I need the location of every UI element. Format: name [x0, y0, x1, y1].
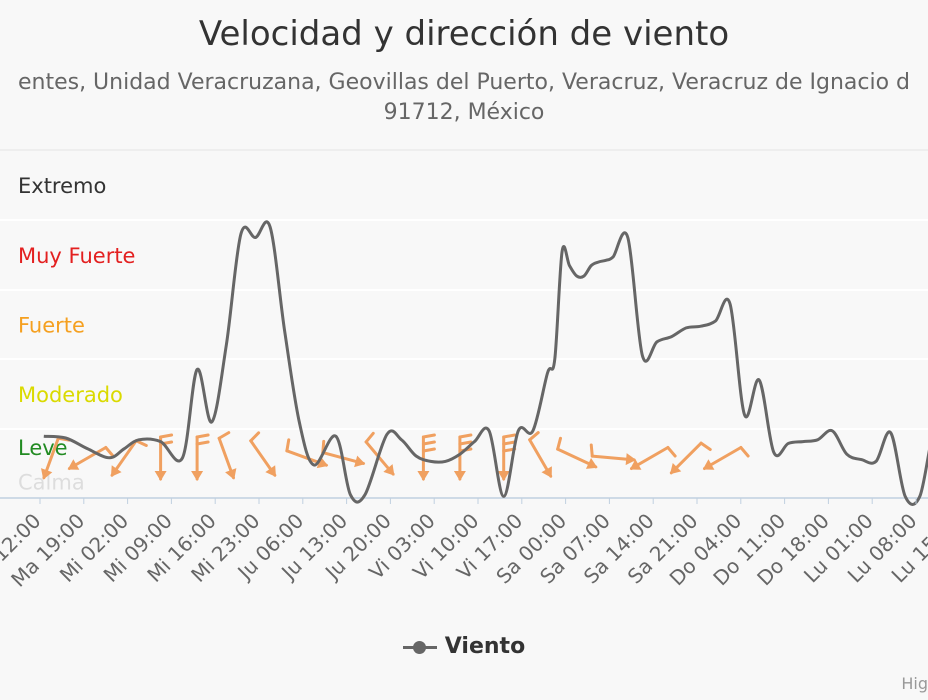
wind-arrow [191, 433, 210, 481]
subtitle-line-2: 91712, México [383, 100, 545, 125]
wind-arrow [110, 439, 148, 477]
chart-title: Velocidad y dirección de viento [198, 14, 730, 54]
legend-item-viento[interactable]: Viento [402, 634, 526, 659]
wind-arrow [364, 431, 395, 476]
band-label: Fuerte [18, 314, 85, 338]
wind-arrow [669, 441, 712, 475]
legend-label: Viento [444, 634, 526, 659]
wind-arrow [67, 446, 115, 470]
band-label: Leve [18, 436, 68, 460]
legend: Viento [0, 634, 928, 659]
band-label: Muy Fuerte [18, 244, 135, 268]
band-label: Calma [18, 471, 85, 495]
wind-arrow [285, 438, 329, 469]
credits-link[interactable]: Hig [901, 674, 928, 693]
wind-arrows [41, 431, 750, 481]
wind-bands: Calma Leve Moderado Fuerte Muy Fuerte Extremo [0, 149, 928, 499]
subtitle-line-1: entes, Unidad Veracruzana, Geovillas del… [17, 70, 911, 95]
legend-line-marker-icon [402, 640, 437, 654]
series-line-viento[interactable] [43, 220, 928, 506]
wind-arrow [702, 446, 750, 470]
wind-arrow [589, 443, 637, 466]
wind-arrow [629, 446, 677, 470]
chart-subtitle: entes, Unidad Veracruzana, Geovillas del… [0, 68, 928, 128]
band-label: Extremo [18, 174, 106, 198]
band-label: Moderado [18, 383, 123, 407]
wind-arrow [497, 433, 517, 481]
wind-arrow [556, 436, 598, 469]
wind-series [43, 220, 928, 506]
wind-arrow [217, 431, 237, 480]
wind-arrow [249, 431, 277, 477]
wind-arrow [528, 431, 553, 478]
